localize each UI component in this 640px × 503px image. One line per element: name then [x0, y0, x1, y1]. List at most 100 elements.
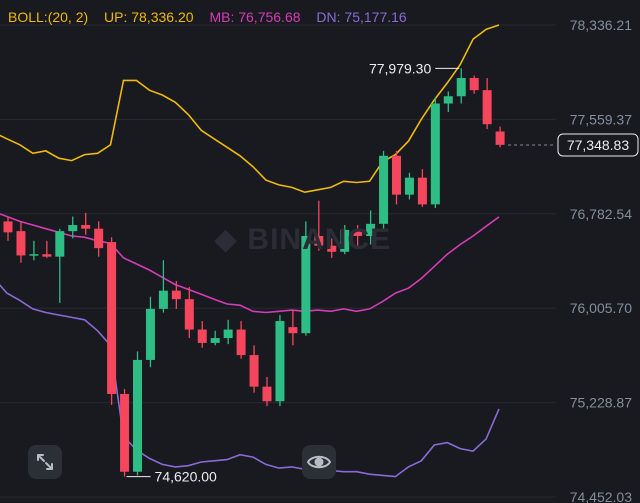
- eye-icon: [307, 455, 331, 469]
- candle-body: [223, 329, 233, 339]
- candle: [171, 280, 181, 309]
- candle: [443, 91, 453, 113]
- candle-body: [366, 223, 376, 236]
- legend-dn: DN: 75,177.16: [316, 9, 407, 25]
- candle: [275, 314, 285, 407]
- candle-body: [3, 221, 13, 233]
- candle-body: [275, 321, 285, 402]
- candle-body: [430, 103, 440, 205]
- grid-lines: [0, 24, 556, 498]
- candle: [3, 216, 13, 241]
- candle: [392, 150, 401, 205]
- y-tick-label: 78,336.21: [570, 17, 632, 33]
- candle-body: [16, 231, 26, 256]
- candle-body: [262, 386, 272, 402]
- candle: [417, 169, 427, 207]
- candle: [249, 345, 259, 393]
- y-tick-label: 77,559.37: [570, 111, 632, 127]
- candle: [301, 221, 311, 336]
- candle-body: [94, 228, 104, 249]
- candle-body: [81, 225, 91, 229]
- boll-dn-line: [0, 284, 500, 478]
- current-price-label: 77,348.83: [567, 137, 629, 153]
- candle: [353, 225, 363, 246]
- candle-body: [340, 229, 350, 252]
- watermark-logo: ◆ BINANCE: [214, 222, 391, 257]
- candle: [262, 376, 272, 407]
- current-price-tag: [557, 133, 639, 157]
- bollinger-bands: [0, 24, 500, 478]
- candle-body: [443, 96, 453, 104]
- boll-mb-line: [0, 213, 500, 314]
- candle: [145, 296, 155, 368]
- candle: [42, 240, 52, 258]
- y-tick-label: 76,782.54: [570, 206, 632, 222]
- candle-body: [482, 90, 492, 125]
- candle-body: [469, 78, 479, 91]
- candle-body: [210, 338, 220, 343]
- candle: [120, 389, 130, 477]
- candle-body: [249, 355, 259, 387]
- candle-body: [120, 393, 130, 472]
- legend-up: UP: 78,336.20: [104, 9, 194, 25]
- candle: [107, 237, 117, 405]
- candle: [29, 240, 39, 261]
- y-tick-label: 76,005.70: [570, 300, 632, 316]
- candle: [184, 287, 194, 339]
- candle: [158, 260, 168, 313]
- candle-body: [417, 177, 427, 205]
- candle: [340, 225, 350, 255]
- candle: [81, 212, 91, 235]
- boll-up-line: [0, 24, 500, 194]
- boll-legend: BOLL:(20, 2) UP: 78,336.20 MB: 76,756.68…: [8, 9, 419, 25]
- candle: [404, 172, 414, 200]
- candle-body: [145, 308, 155, 360]
- expand-button[interactable]: [28, 445, 62, 479]
- visibility-button[interactable]: [302, 445, 336, 479]
- candle-body: [456, 78, 466, 97]
- candle: [288, 310, 298, 346]
- candle: [314, 200, 324, 251]
- candle-body: [197, 329, 207, 343]
- candle-body: [379, 155, 389, 224]
- candle: [366, 210, 376, 245]
- price-annotations: 77,979.30 74,620.00 77,348.83: [126, 60, 639, 485]
- candle: [94, 221, 104, 257]
- legend-mb: MB: 76,756.68: [209, 9, 301, 25]
- candle: [210, 330, 220, 346]
- candle-body: [288, 327, 298, 334]
- candle: [456, 68, 466, 104]
- candle: [68, 216, 78, 239]
- candle-body: [68, 225, 78, 232]
- candle-body: [42, 254, 52, 257]
- candle-body: [171, 290, 181, 300]
- candle: [430, 97, 440, 209]
- binance-logo-icon: ◆: [214, 223, 239, 256]
- candle-body: [158, 290, 168, 309]
- price-axis: 78,336.21 77,559.37 76,782.54 76,005.70 75,2…: [570, 17, 632, 503]
- candle: [133, 351, 142, 476]
- y-tick-label: 74,452.03: [570, 489, 632, 503]
- high-price-label: 77,979.30: [369, 60, 431, 76]
- watermark-text: BINANCE: [247, 223, 392, 256]
- candle-body: [353, 229, 363, 236]
- candle-body: [133, 359, 142, 472]
- candle-body: [404, 177, 414, 195]
- candle-body: [55, 231, 65, 257]
- candle-body: [29, 254, 39, 256]
- candle: [223, 319, 233, 345]
- candle: [495, 126, 505, 148]
- candle: [469, 75, 479, 94]
- candle-body: [236, 329, 246, 356]
- candle-body: [392, 155, 401, 195]
- candle-body: [314, 235, 324, 246]
- candle-body: [107, 242, 117, 394]
- candle-body: [327, 245, 337, 252]
- candle: [482, 78, 492, 130]
- expand-arrows-icon: [37, 454, 53, 470]
- candle-body: [301, 235, 311, 334]
- candle: [55, 228, 65, 303]
- candle-body: [495, 131, 505, 145]
- candle: [379, 150, 389, 230]
